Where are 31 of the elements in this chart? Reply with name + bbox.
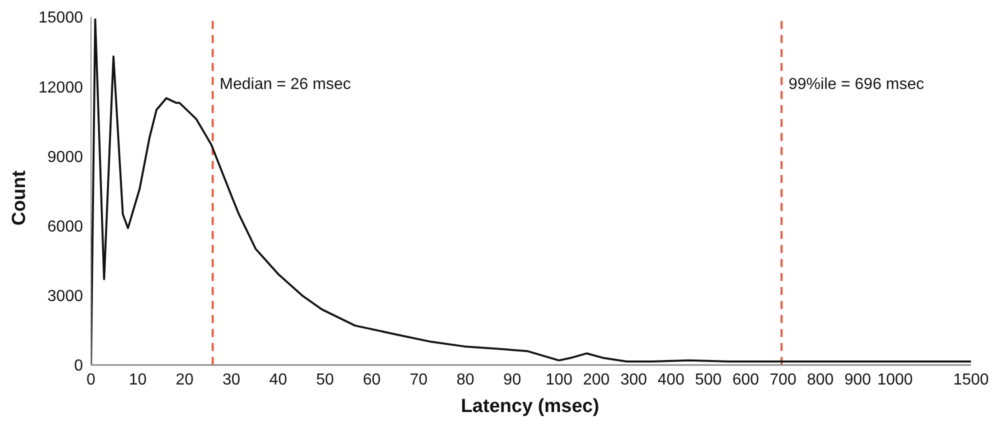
- x-tick-label: 700: [770, 371, 796, 388]
- x-tick-label: 1500: [953, 371, 989, 388]
- x-tick-label: 100: [546, 371, 572, 388]
- x-tick-label: 300: [620, 371, 648, 388]
- x-axis-title: Latency (msec): [460, 396, 600, 418]
- x-tick-label: 800: [806, 371, 834, 388]
- y-tick-label: 3000: [47, 288, 84, 306]
- y-tick-label: 12000: [38, 79, 84, 96]
- ref-line-label: 99%ile = 696 msec: [788, 76, 924, 93]
- x-tick-label: 30: [222, 371, 240, 388]
- x-tick-label: 1000: [877, 371, 913, 388]
- x-tick-label: 200: [582, 371, 610, 388]
- x-tick-label: 60: [362, 371, 381, 388]
- x-tick-label: 90: [503, 371, 522, 388]
- x-tick-label: 900: [844, 371, 872, 388]
- x-tick-label: 0: [86, 371, 96, 388]
- y-tick-label: 9000: [47, 148, 84, 166]
- y-axis-title: Count: [9, 170, 31, 226]
- x-tick-label: 40: [269, 371, 288, 388]
- x-tick-label: 600: [732, 371, 760, 388]
- y-tick-label: 15000: [38, 10, 84, 27]
- x-tick-label: 10: [128, 371, 147, 388]
- x-tick-label: 50: [316, 371, 334, 388]
- x-tick-label: 20: [176, 371, 194, 388]
- x-tick-label: 70: [410, 371, 428, 388]
- y-tick-label: 0: [74, 358, 84, 375]
- x-tick-label: 400: [658, 371, 684, 388]
- x-tick-label: 80: [456, 371, 474, 388]
- ref-line-label: Median = 26 msec: [220, 76, 351, 93]
- x-tick-label: 500: [694, 371, 722, 388]
- y-tick-label: 6000: [47, 218, 84, 236]
